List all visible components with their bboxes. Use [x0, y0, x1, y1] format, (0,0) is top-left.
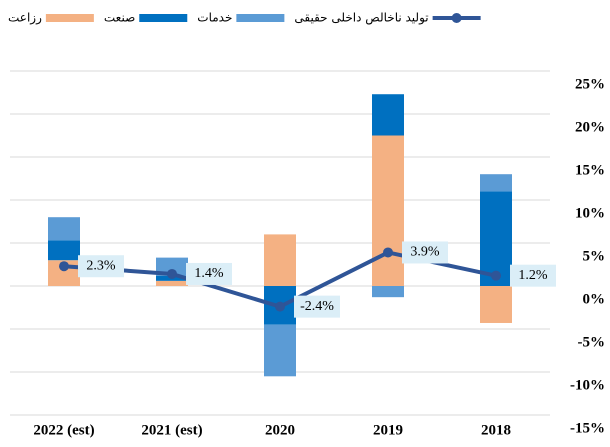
line-marker [383, 247, 393, 258]
line-marker [491, 270, 501, 281]
y-tick-label: 5% [583, 248, 606, 264]
bar [48, 217, 80, 241]
y-tick-label: 15% [575, 162, 605, 178]
x-tick-label: 2020 [265, 422, 295, 438]
x-tick-label: 2019 [373, 422, 403, 438]
y-tick-label: 20% [575, 119, 605, 135]
line-marker [275, 301, 285, 312]
data-label-box [294, 295, 340, 318]
bar [156, 280, 188, 286]
data-label: 2.3% [86, 258, 116, 273]
data-label: -2.4% [300, 299, 334, 314]
bar [372, 135, 404, 286]
x-tick-label: 2021 (est) [141, 422, 202, 438]
data-label-box [402, 241, 448, 264]
legend-swatch [45, 14, 94, 22]
data-label: 3.9% [410, 245, 440, 260]
legend-label: تولید ناخالص داخلی حقیقی [294, 11, 428, 26]
y-tick-label: -5% [578, 334, 606, 350]
bar [48, 240, 80, 261]
bar [480, 191, 512, 286]
bar [480, 286, 512, 323]
line-marker [167, 268, 177, 279]
legend-label: صنعت [104, 11, 135, 25]
y-tick-label: 10% [575, 205, 605, 221]
y-tick-label: 25% [575, 76, 605, 92]
legend-label: خدمات [197, 11, 232, 25]
x-tick-label: 2022 (est) [33, 422, 94, 438]
bar [480, 174, 512, 192]
data-label-box [186, 262, 232, 285]
data-label: 1.4% [194, 266, 224, 281]
x-tick-label: 2018 [481, 422, 511, 438]
y-tick-label: 0% [583, 291, 606, 307]
data-label-box [510, 264, 556, 287]
data-label-box [78, 255, 124, 278]
legend-swatch [236, 14, 285, 22]
legend-swatch [451, 13, 462, 23]
legend-swatch [139, 14, 188, 22]
bar [156, 257, 188, 276]
bar [372, 286, 404, 298]
bar [372, 94, 404, 136]
y-tick-label: -10% [570, 377, 605, 393]
y-tick-label: -15% [570, 420, 605, 436]
bar [264, 234, 296, 286]
legend-label: رزاعت [8, 11, 42, 26]
data-label: 1.2% [518, 268, 548, 283]
bar [264, 324, 296, 377]
line-marker [59, 261, 69, 272]
